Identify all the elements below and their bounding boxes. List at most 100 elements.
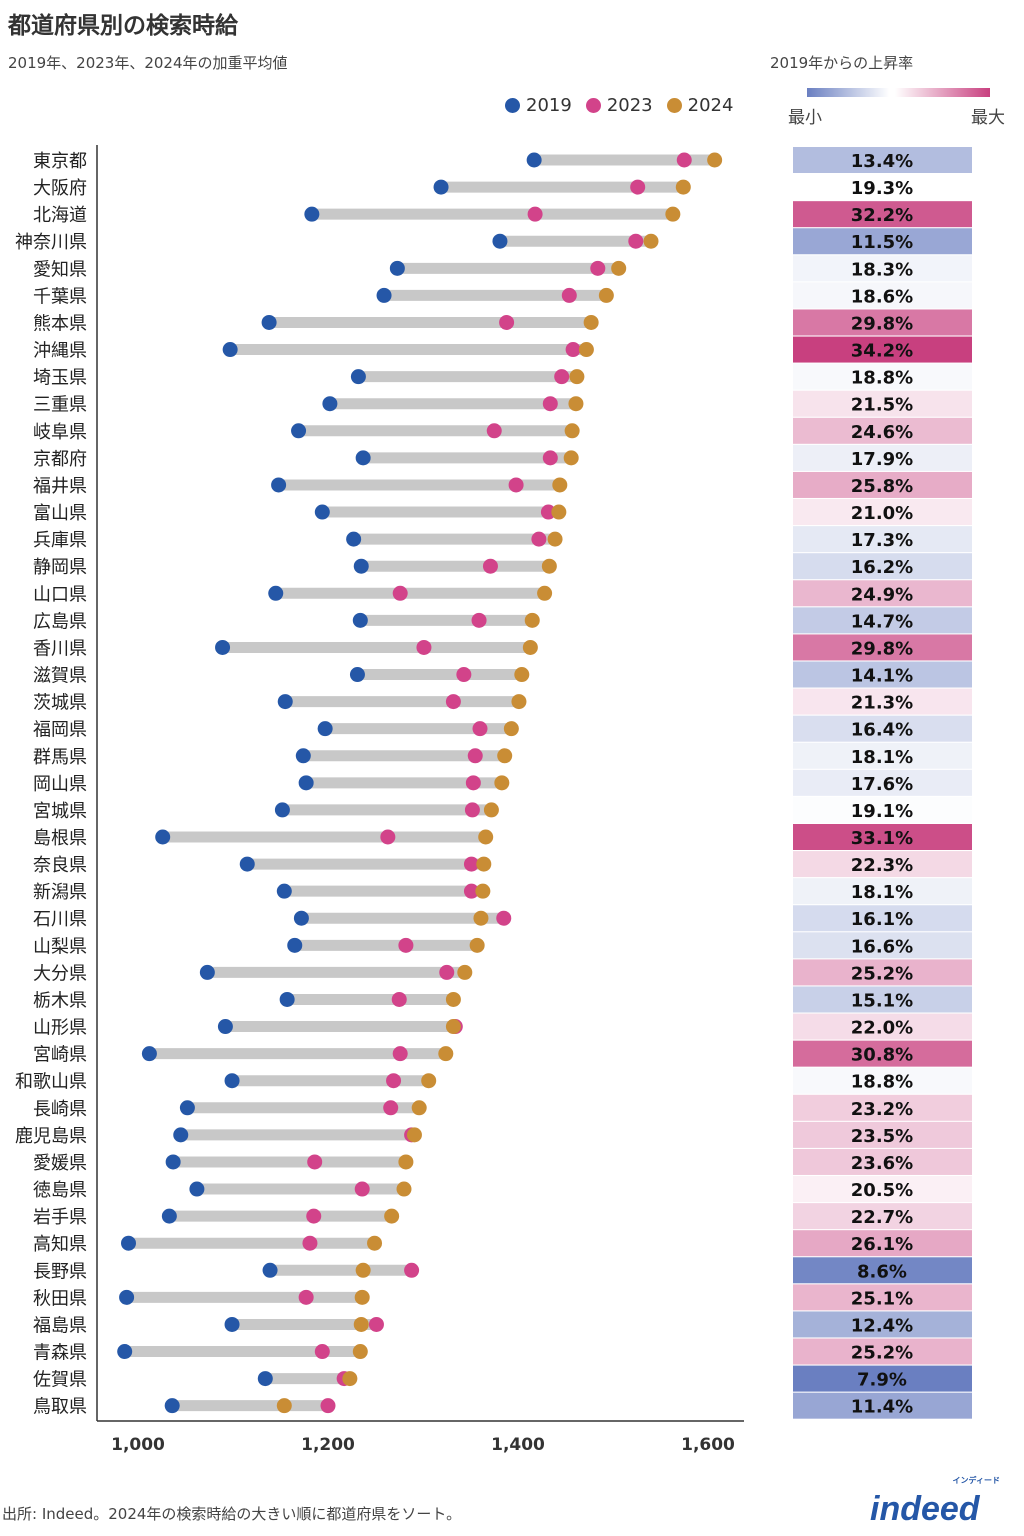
x-tick-label: 1,400 [491, 1435, 545, 1455]
dot-2019 [274, 802, 290, 818]
dot-2019 [271, 477, 287, 493]
rate-value: 32.2% [851, 205, 913, 226]
rate-cell [793, 580, 972, 607]
dumbbell-chart: 1,000 1,200 1,400 1,600 東京都 13.4% 大阪府 19.3% 北海道 3… [15, 145, 972, 1455]
rate-cell [793, 499, 972, 526]
dot-2019 [165, 1154, 181, 1170]
prefecture-label: 大阪府 [33, 178, 87, 199]
dot-2024 [511, 694, 527, 710]
dot-2024 [537, 585, 553, 601]
dot-2019 [352, 612, 368, 628]
dot-2024 [354, 1289, 370, 1305]
rate-value: 21.5% [851, 395, 913, 416]
dot-2024 [483, 802, 499, 818]
rate-value: 23.2% [851, 1099, 913, 1120]
dot-2024 [583, 314, 599, 330]
legend-item-2024: 2024 [666, 95, 733, 116]
dot-2023 [306, 1208, 322, 1224]
prefecture-label: 山口県 [33, 584, 87, 605]
dot-2023 [398, 937, 414, 953]
prefecture-label: 岐阜県 [33, 422, 87, 443]
dot-2023 [496, 910, 512, 926]
rate-value: 24.9% [851, 584, 913, 605]
dot-2024 [384, 1208, 400, 1224]
rate-cell [793, 444, 972, 471]
rate-cell [793, 282, 972, 309]
rate-cell [793, 1094, 972, 1121]
dot-2019 [257, 1371, 273, 1387]
rate-value: 19.1% [851, 801, 913, 822]
rate-value: 18.8% [851, 1072, 913, 1093]
dot-2024 [478, 829, 494, 845]
rate-cell [793, 715, 972, 742]
dot-2019 [224, 1073, 240, 1089]
rate-value: 14.1% [851, 666, 913, 687]
dot-2023 [554, 369, 570, 385]
dot-2024 [473, 910, 489, 926]
dot-2023 [320, 1398, 336, 1414]
dot-2023 [302, 1235, 318, 1251]
rate-value: 16.2% [851, 557, 913, 578]
dot-2019 [261, 314, 277, 330]
indeed-logo-katakana: インディード [952, 1476, 1000, 1485]
rate-cell [793, 255, 972, 282]
dot-2024 [367, 1235, 383, 1251]
dot-2019 [215, 639, 231, 655]
rate-value: 17.3% [851, 530, 913, 551]
dot-2024 [514, 667, 530, 683]
dot-2024 [353, 1316, 369, 1332]
dot-2019 [298, 775, 314, 791]
dot-2019 [291, 423, 307, 439]
rate-cell [793, 688, 972, 715]
dot-2023 [508, 477, 524, 493]
rate-cell [793, 878, 972, 905]
dot-2019 [314, 504, 330, 520]
dot-2023 [486, 423, 502, 439]
dot-2019 [173, 1127, 189, 1143]
prefecture-label: 岩手県 [33, 1207, 87, 1228]
rate-cell [793, 1040, 972, 1067]
prefecture-label: 宮崎県 [33, 1045, 87, 1066]
rate-value: 22.0% [851, 1018, 913, 1039]
dot-2024 [564, 423, 580, 439]
rate-value: 30.8% [851, 1045, 913, 1066]
dot-2019 [317, 721, 333, 737]
rate-value: 22.3% [851, 855, 913, 876]
dot-2024 [569, 369, 585, 385]
prefecture-label: 愛媛県 [33, 1153, 87, 1174]
legend-dot-2019 [505, 98, 520, 113]
rate-cell [793, 742, 972, 769]
dot-2019 [350, 369, 366, 385]
rate-value: 29.8% [851, 313, 913, 334]
dot-2023 [540, 504, 556, 520]
dot-2019 [217, 1019, 233, 1035]
rate-cell [793, 932, 972, 959]
rate-value: 23.5% [851, 1126, 913, 1147]
rate-value: 21.3% [851, 693, 913, 714]
legend: 2019 2023 2024 [505, 95, 733, 116]
rate-value: 12.4% [851, 1315, 913, 1336]
rate-value: 16.1% [851, 909, 913, 930]
dot-2024 [342, 1371, 358, 1387]
dot-2019 [349, 667, 365, 683]
prefecture-label: 島根県 [33, 828, 87, 849]
prefecture-label: 福島県 [33, 1315, 87, 1336]
legend-label-2023: 2023 [606, 95, 653, 116]
rate-cell [793, 851, 972, 878]
rate-cell [793, 147, 972, 173]
rate-value: 18.1% [851, 882, 913, 903]
dot-2019 [492, 233, 508, 249]
dot-2019 [161, 1208, 177, 1224]
dot-2023 [392, 1046, 408, 1062]
rate-value: 18.8% [851, 368, 913, 389]
prefecture-label: 宮城県 [33, 801, 87, 822]
rate-cell [793, 661, 972, 688]
dot-2024 [406, 1127, 422, 1143]
dot-2024 [494, 775, 510, 791]
dot-2023 [542, 450, 558, 466]
dot-2023 [471, 612, 487, 628]
rate-value: 33.1% [851, 828, 913, 849]
indeed-logo-wordmark: indeed [870, 1490, 980, 1528]
rate-value: 14.7% [851, 611, 913, 632]
dot-2024 [411, 1100, 427, 1116]
